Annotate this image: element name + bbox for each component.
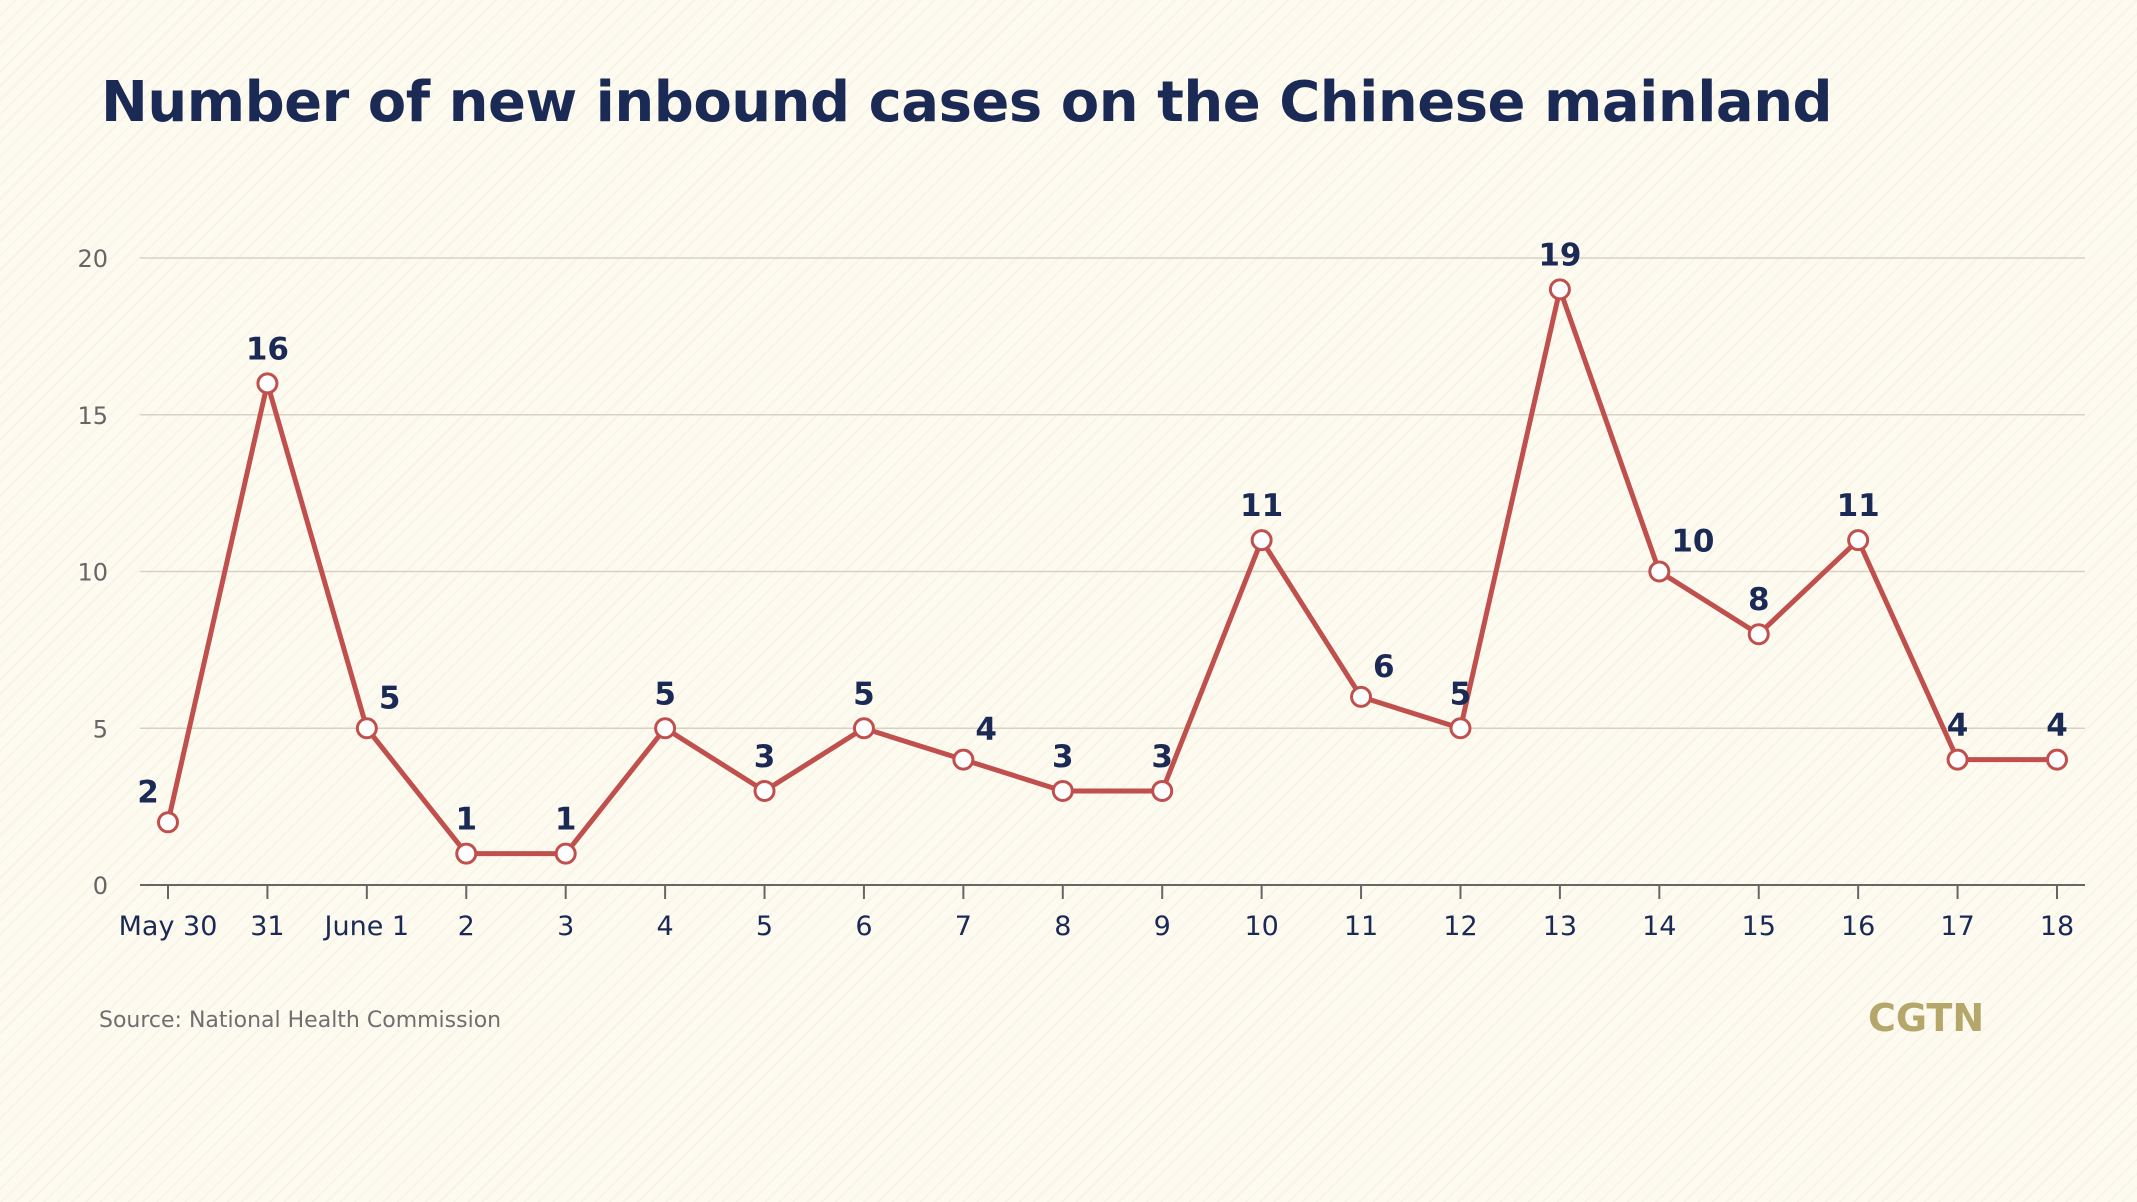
data-label: 3 xyxy=(1052,739,1074,775)
x-tick-label: 18 xyxy=(2040,911,2074,942)
data-point xyxy=(1449,717,1472,740)
data-point xyxy=(1747,623,1770,646)
data-point xyxy=(1051,779,1074,802)
data-label: 5 xyxy=(654,676,676,712)
x-tick-label: 12 xyxy=(1443,911,1477,942)
data-label: 6 xyxy=(1373,649,1395,685)
data-point xyxy=(654,717,677,740)
source-note: Source: National Health Commission xyxy=(99,1008,502,1033)
data-label: 8 xyxy=(1748,582,1770,618)
data-point xyxy=(554,842,577,865)
chart-title: Number of new inbound cases on the Chine… xyxy=(101,70,1833,135)
data-label: 5 xyxy=(379,680,401,716)
x-tick-label: 5 xyxy=(756,911,773,942)
x-tick-label: June 1 xyxy=(323,911,410,942)
x-tick-label: 8 xyxy=(1054,911,1071,942)
series-line xyxy=(165,286,2060,857)
data-label: 3 xyxy=(1151,739,1173,775)
data-point xyxy=(1350,685,1373,708)
y-tick-label: 15 xyxy=(77,402,108,430)
data-label: 11 xyxy=(1837,488,1880,524)
x-tick-label: 31 xyxy=(250,911,284,942)
data-point xyxy=(1847,529,1870,552)
x-tick-label: 4 xyxy=(657,911,674,942)
data-point xyxy=(1648,560,1671,583)
data-label: 16 xyxy=(246,331,289,367)
data-label: 2 xyxy=(137,774,159,810)
x-tick-label: 16 xyxy=(1841,911,1875,942)
data-point xyxy=(256,372,279,395)
y-tick-label: 5 xyxy=(93,715,108,743)
x-tick-label: 13 xyxy=(1543,911,1577,942)
data-label: 11 xyxy=(1240,488,1283,524)
x-tick-label: 10 xyxy=(1244,911,1278,942)
data-label: 4 xyxy=(1947,708,1969,744)
x-tick-label: 11 xyxy=(1344,911,1378,942)
data-point xyxy=(753,779,776,802)
data-point xyxy=(1946,748,1969,771)
data-point xyxy=(852,717,875,740)
x-tick-label: 3 xyxy=(557,911,574,942)
data-point xyxy=(1151,779,1174,802)
y-tick-label: 20 xyxy=(77,245,108,273)
data-label: 19 xyxy=(1538,237,1581,273)
data-label: 5 xyxy=(853,676,875,712)
x-tick-label: 17 xyxy=(1940,911,1974,942)
data-point xyxy=(157,811,179,834)
x-tick-label: 14 xyxy=(1642,911,1676,942)
data-label: 4 xyxy=(975,712,997,748)
brand-logo: CGTN xyxy=(1868,996,1985,1040)
x-tick-label: 2 xyxy=(458,911,475,942)
x-tick-label: 15 xyxy=(1742,911,1776,942)
data-point xyxy=(1548,278,1571,301)
data-point xyxy=(1250,529,1273,552)
data-label: 4 xyxy=(2046,708,2068,744)
y-tick-label: 0 xyxy=(93,872,108,900)
x-tick-label: 9 xyxy=(1154,911,1171,942)
data-label: 1 xyxy=(555,802,577,838)
data-label: 10 xyxy=(1671,524,1714,560)
x-tick-label: 6 xyxy=(855,911,872,942)
x-tick-label: 7 xyxy=(955,911,972,942)
data-label: 1 xyxy=(455,802,477,838)
x-tick-label: May 30 xyxy=(119,911,218,942)
data-point xyxy=(455,842,478,865)
data-point xyxy=(952,748,975,771)
data-label: 3 xyxy=(754,739,776,775)
data-point xyxy=(355,717,378,740)
data-label: 5 xyxy=(1450,676,1472,712)
data-point xyxy=(2046,748,2068,771)
y-tick-label: 10 xyxy=(77,559,108,587)
